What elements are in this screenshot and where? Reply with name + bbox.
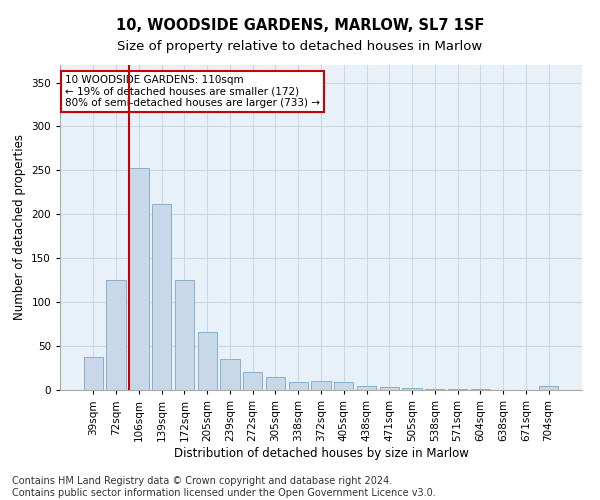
Bar [403,388,422,390]
Bar [197,332,217,390]
Bar [334,382,353,390]
Text: Size of property relative to detached houses in Marlow: Size of property relative to detached ho… [118,40,482,53]
Bar [470,389,490,390]
Bar [84,356,103,390]
Y-axis label: Number of detached properties: Number of detached properties [13,134,26,320]
Bar [311,381,331,390]
Bar [220,360,239,390]
Bar [266,377,285,390]
Text: Contains HM Land Registry data © Crown copyright and database right 2024.
Contai: Contains HM Land Registry data © Crown c… [12,476,436,498]
Bar [243,372,262,390]
Bar [425,389,445,390]
Bar [175,280,194,390]
Bar [152,204,172,390]
Bar [380,388,399,390]
Bar [357,386,376,390]
Text: 10, WOODSIDE GARDENS, MARLOW, SL7 1SF: 10, WOODSIDE GARDENS, MARLOW, SL7 1SF [116,18,484,32]
Bar [539,386,558,390]
Bar [448,389,467,390]
Bar [289,382,308,390]
Text: 10 WOODSIDE GARDENS: 110sqm
← 19% of detached houses are smaller (172)
80% of se: 10 WOODSIDE GARDENS: 110sqm ← 19% of det… [65,74,320,108]
X-axis label: Distribution of detached houses by size in Marlow: Distribution of detached houses by size … [173,446,469,460]
Bar [106,280,126,390]
Bar [129,168,149,390]
